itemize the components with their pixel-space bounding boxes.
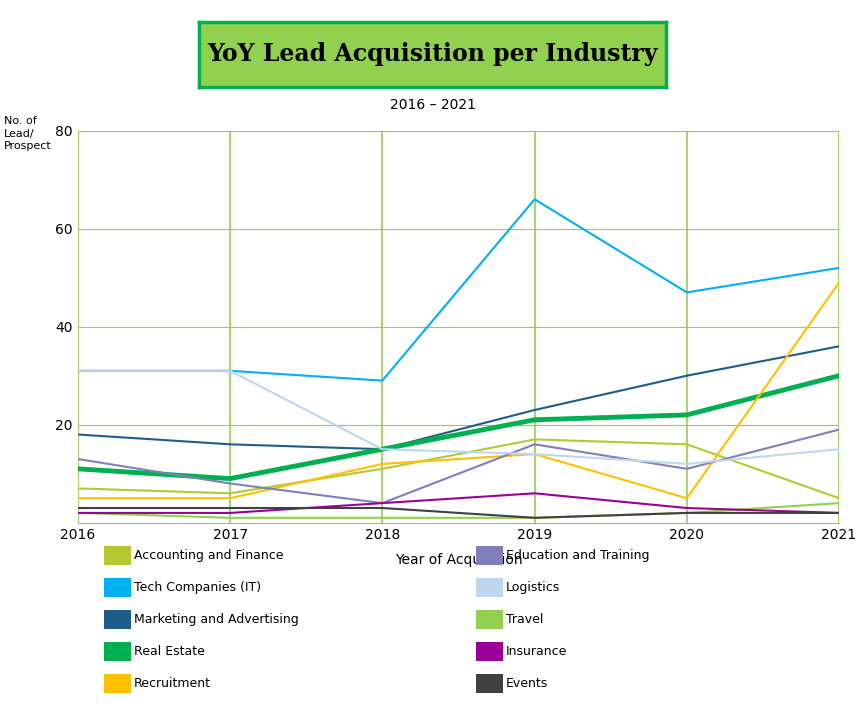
Text: 2016 – 2021: 2016 – 2021 — [389, 98, 476, 113]
Text: Tech Companies (IT): Tech Companies (IT) — [134, 581, 261, 594]
Text: Accounting and Finance: Accounting and Finance — [134, 549, 284, 562]
Text: YoY Lead Acquisition per Industry: YoY Lead Acquisition per Industry — [208, 42, 657, 67]
Text: Education and Training: Education and Training — [506, 549, 650, 562]
Text: Insurance: Insurance — [506, 645, 567, 658]
Text: Travel: Travel — [506, 613, 543, 626]
Text: Events: Events — [506, 677, 548, 690]
Text: Real Estate: Real Estate — [134, 645, 205, 658]
Text: Marketing and Advertising: Marketing and Advertising — [134, 613, 298, 626]
Text: Logistics: Logistics — [506, 581, 561, 594]
X-axis label: Year of Acquisition: Year of Acquisition — [394, 552, 522, 567]
Text: No. of
Lead/
Prospect: No. of Lead/ Prospect — [4, 116, 52, 151]
Text: Recruitment: Recruitment — [134, 677, 211, 690]
